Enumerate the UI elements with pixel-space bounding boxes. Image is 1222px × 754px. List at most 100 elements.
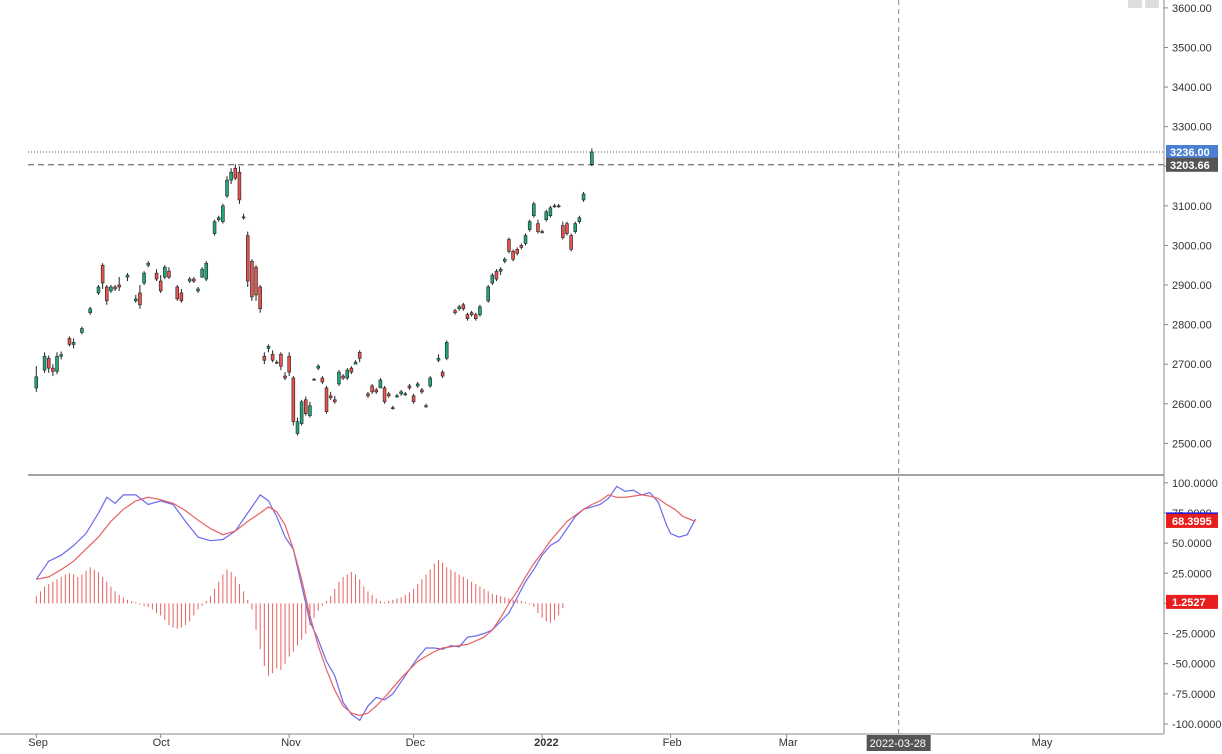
candle[interactable] (507, 237, 511, 254)
candle[interactable] (237, 166, 242, 204)
candle[interactable] (80, 326, 84, 335)
candle[interactable] (34, 366, 39, 392)
candle[interactable] (494, 269, 499, 282)
candle[interactable] (391, 405, 395, 410)
candle[interactable] (478, 304, 482, 317)
candle[interactable] (113, 285, 117, 291)
candle[interactable] (511, 249, 515, 262)
candle[interactable] (262, 352, 267, 365)
candle[interactable] (142, 271, 146, 285)
oscillator-pane[interactable] (35, 485, 697, 722)
candle[interactable] (349, 366, 354, 375)
candle[interactable] (407, 383, 412, 390)
candle[interactable] (556, 203, 561, 208)
candle[interactable] (254, 265, 258, 301)
candle[interactable] (444, 340, 449, 361)
candle[interactable] (382, 385, 387, 404)
candle[interactable] (109, 285, 113, 293)
candle[interactable] (544, 209, 548, 222)
candle[interactable] (308, 401, 312, 418)
candle[interactable] (304, 396, 308, 416)
candle[interactable] (279, 352, 283, 371)
candle[interactable] (328, 391, 333, 400)
candle[interactable] (503, 257, 507, 264)
candle[interactable] (424, 403, 428, 408)
candle[interactable] (270, 350, 275, 363)
candle[interactable] (146, 261, 150, 268)
candle[interactable] (548, 205, 553, 218)
candle[interactable] (67, 336, 72, 347)
candle[interactable] (71, 338, 76, 349)
candle[interactable] (386, 391, 391, 398)
candle[interactable] (399, 389, 403, 396)
candle[interactable] (527, 219, 532, 232)
candle[interactable] (374, 387, 379, 394)
candle[interactable] (158, 275, 163, 293)
candle[interactable] (187, 277, 192, 284)
candle[interactable] (196, 286, 200, 293)
candle[interactable] (486, 285, 490, 303)
candle[interactable] (179, 288, 184, 303)
candle[interactable] (167, 267, 171, 280)
candle[interactable] (403, 391, 408, 396)
candle[interactable] (192, 277, 196, 284)
candle[interactable] (536, 219, 540, 234)
candle[interactable] (283, 372, 287, 380)
candle[interactable] (312, 378, 316, 381)
candle[interactable] (366, 391, 370, 398)
candle[interactable] (353, 360, 358, 365)
candle[interactable] (465, 312, 470, 321)
candle[interactable] (200, 267, 204, 278)
candle[interactable] (96, 285, 101, 295)
candle[interactable] (565, 221, 569, 236)
candle[interactable] (540, 229, 544, 234)
candle[interactable] (569, 233, 573, 252)
candle[interactable] (117, 277, 121, 291)
candle[interactable] (216, 215, 221, 222)
candle[interactable] (100, 263, 105, 289)
candle[interactable] (324, 385, 329, 414)
candle[interactable] (175, 285, 180, 301)
candle[interactable] (233, 164, 238, 181)
time-axis[interactable]: Sep Oct Nov Dec 2022 Feb Mar May (0, 733, 1222, 754)
candle[interactable] (461, 302, 466, 311)
candle[interactable] (212, 219, 217, 236)
candle[interactable] (154, 269, 159, 282)
candle[interactable] (275, 360, 279, 365)
candle[interactable] (378, 378, 383, 389)
candle[interactable] (291, 376, 296, 426)
candle[interactable] (490, 273, 495, 285)
candle[interactable] (241, 213, 246, 220)
candle[interactable] (457, 304, 461, 311)
candle[interactable] (59, 351, 63, 360)
candle[interactable] (440, 370, 445, 379)
candle[interactable] (474, 312, 478, 321)
candle[interactable] (523, 233, 528, 246)
candle[interactable] (46, 355, 51, 373)
candle[interactable] (590, 148, 594, 167)
candle[interactable] (370, 383, 374, 394)
candle[interactable] (420, 387, 424, 394)
candle[interactable] (411, 393, 416, 404)
candle[interactable] (532, 201, 536, 218)
candle[interactable] (55, 352, 59, 375)
candle[interactable] (125, 273, 130, 282)
candle[interactable] (204, 261, 209, 282)
candle[interactable] (51, 364, 55, 377)
candle[interactable] (163, 265, 167, 280)
candle[interactable] (287, 352, 291, 377)
pane-control-button[interactable] (1145, 0, 1159, 8)
candle[interactable] (337, 370, 341, 386)
candle[interactable] (498, 267, 503, 276)
candle[interactable] (333, 395, 337, 404)
candle[interactable] (134, 294, 138, 303)
candle[interactable] (250, 259, 254, 301)
candle[interactable] (320, 376, 325, 384)
candle[interactable] (577, 215, 582, 224)
candle[interactable] (573, 221, 578, 234)
candle[interactable] (316, 364, 320, 371)
candle[interactable] (229, 168, 233, 185)
candle[interactable] (395, 393, 399, 398)
candle[interactable] (515, 247, 519, 256)
